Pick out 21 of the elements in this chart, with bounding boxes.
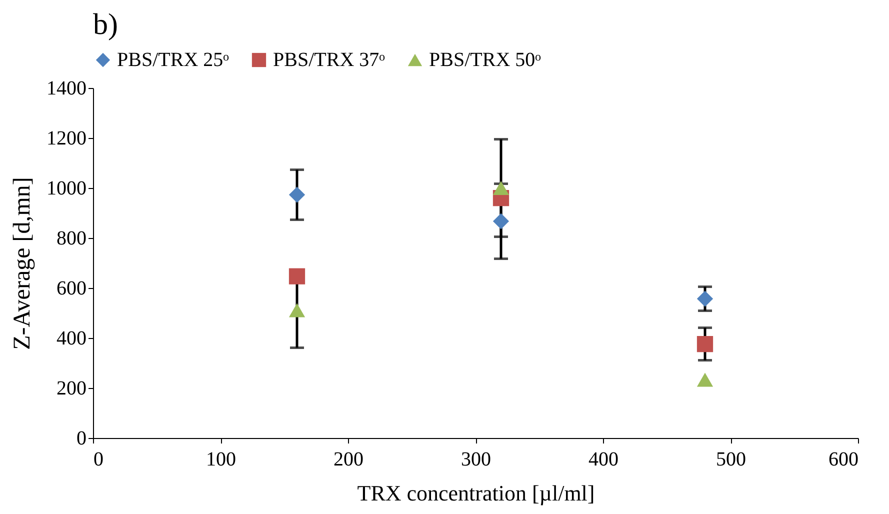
x-tick-label: 0	[94, 448, 104, 470]
y-tick-label: 400	[56, 328, 86, 350]
x-tick-label: 500	[716, 448, 746, 470]
x-tick-label: 300	[461, 448, 491, 470]
x-tick-label: 100	[206, 448, 236, 470]
chart-title: b)	[93, 8, 118, 41]
x-tick-label: 600	[828, 448, 858, 470]
y-tick-label: 1400	[46, 78, 86, 100]
y-tick-label: 200	[56, 378, 86, 400]
x-axis-title: TRX concentration [µl/ml]	[357, 480, 595, 506]
x-tick-label: 200	[334, 448, 364, 470]
y-axis-title: Z-Average [d,mn]	[10, 177, 36, 350]
y-tick-label: 1000	[46, 178, 86, 200]
y-tick-label: 600	[56, 278, 86, 300]
x-tick-label: 400	[588, 448, 618, 470]
y-tick-label: 1200	[46, 128, 86, 150]
legend-label: PBS/TRX 37ᵒ	[273, 49, 386, 71]
legend-label: PBS/TRX 50ᵒ	[429, 49, 542, 71]
legend-label: PBS/TRX 25ᵒ	[117, 49, 230, 71]
y-tick-label: 800	[56, 228, 86, 250]
y-tick-label: 0	[76, 428, 86, 450]
